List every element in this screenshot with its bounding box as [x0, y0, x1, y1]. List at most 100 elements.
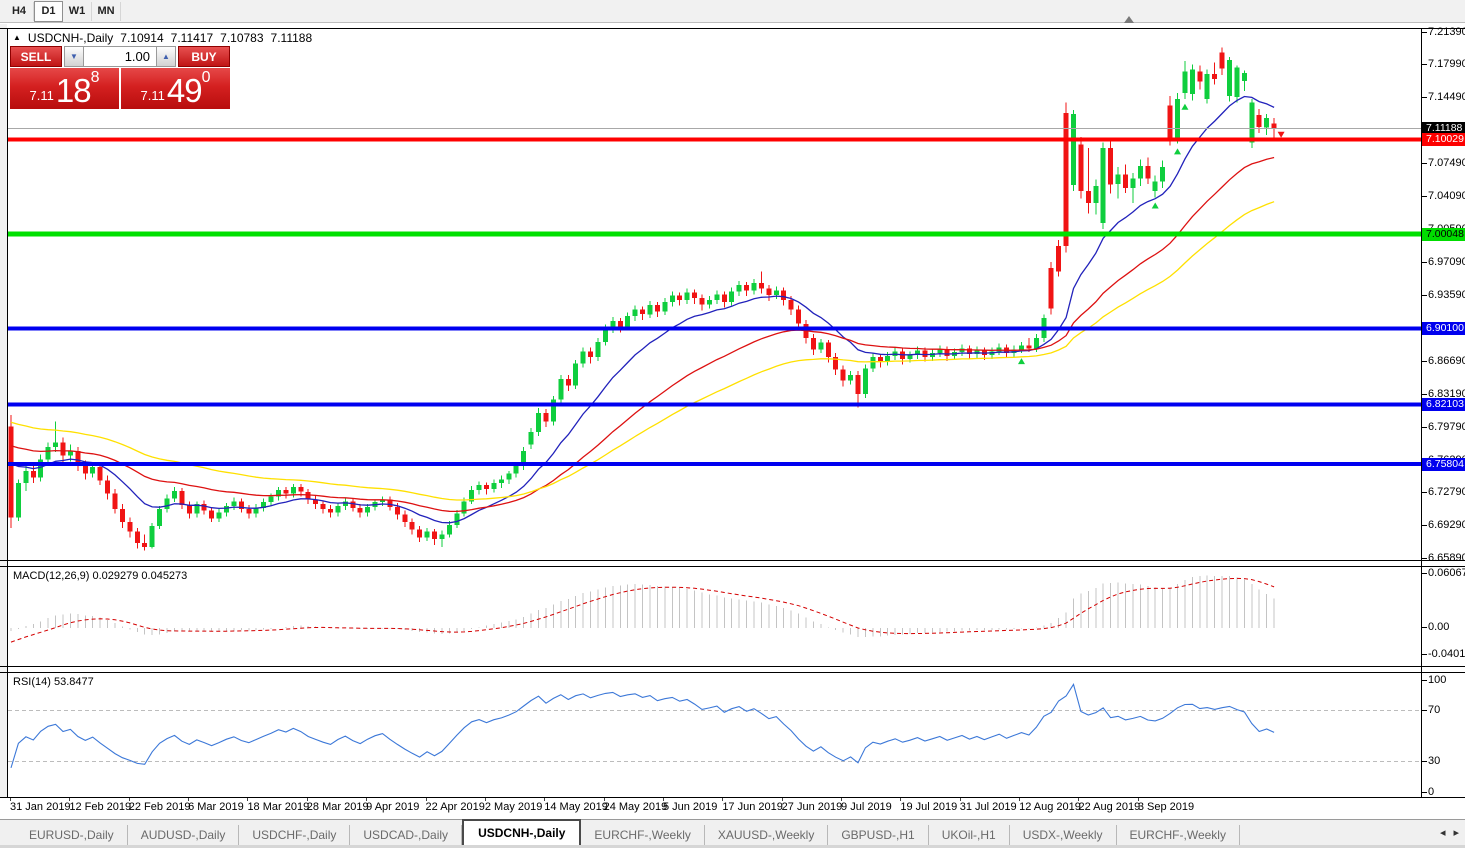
panel-border	[0, 28, 1465, 29]
window-left-frame	[0, 24, 7, 819]
candles-layer[interactable]	[8, 47, 1277, 551]
price-tick-label: 7.14490	[1428, 91, 1465, 103]
moving-average-lines	[10, 95, 1275, 524]
panel-border	[0, 666, 1465, 667]
date-label: 12 Aug 2019	[1019, 801, 1081, 813]
tab-scroll-left-icon[interactable]: ◂	[1439, 827, 1446, 839]
rsi-line	[10, 683, 1275, 769]
buy-price-box[interactable]: 7.11 49 0	[121, 68, 230, 109]
date-tick	[781, 798, 783, 801]
buy-button[interactable]: BUY	[178, 46, 230, 67]
date-label: 22 Aug 2019	[1078, 801, 1141, 813]
price-tick-label: 7.21390	[1428, 26, 1465, 38]
date-tick	[425, 798, 427, 801]
date-axis: 31 Jan 2019 12 Feb 2019 22 Feb 2019 6 Mar 2…	[0, 798, 1465, 819]
chart-tab-bar: EURUSD-,Daily AUDUSD-,Daily USDCHF-,Daily U…	[0, 819, 1465, 845]
horizontal-level-lines[interactable]	[8, 127, 1421, 467]
chart-tab-usdcad-daily[interactable]: USDCAD-,Daily	[350, 825, 463, 845]
macd-tick-label: -0.040152	[1428, 648, 1465, 660]
date-label: 3 Sep 2019	[1137, 801, 1195, 813]
price-tick	[1422, 394, 1427, 395]
price-tick	[1422, 97, 1427, 98]
date-label: 18 Mar 2019	[247, 801, 310, 813]
price-chart-panel[interactable]	[8, 29, 1421, 560]
date-label: 22 Feb 2019	[128, 801, 191, 813]
date-tick	[841, 798, 843, 801]
buy-price-big: 49	[166, 72, 203, 109]
chart-tab-gbpusd-h1[interactable]: GBPUSD-,H1	[828, 825, 929, 845]
volume-decrease-button[interactable]: ▼	[64, 46, 84, 67]
rsi-tick-label: 0	[1428, 786, 1435, 798]
divider	[0, 819, 1465, 820]
date-tick	[128, 798, 130, 801]
price-tick-label: 6.65890	[1428, 552, 1465, 564]
price-tick-label: 7.17990	[1428, 58, 1465, 70]
price-badge-6.82103: 6.82103	[1422, 398, 1465, 411]
chart-tab-usdchf-daily[interactable]: USDCHF-,Daily	[239, 825, 351, 845]
price-tick	[1422, 558, 1427, 559]
chart-tab-eurchf-weekly[interactable]: EURCHF-,Weekly	[1117, 825, 1240, 845]
collapse-triangle-icon[interactable]: ▲	[13, 32, 21, 42]
ohlc-high: 7.11417	[170, 31, 214, 45]
macd-panel[interactable]	[8, 567, 1421, 666]
date-tick	[959, 798, 961, 801]
date-tick	[662, 798, 664, 801]
timeframe-button-w1[interactable]: W1	[63, 1, 92, 21]
date-tick	[188, 798, 190, 801]
chart-tab-usdcnh-daily[interactable]: USDCNH-,Daily	[462, 819, 582, 845]
one-click-trading-widget: SELL ▼ ▲ BUY 7.11 18 8 7.11 49 0	[10, 46, 230, 109]
chart-tab-xauusd-weekly[interactable]: XAUUSD-,Weekly	[705, 825, 829, 845]
chart-tab-audusd-daily[interactable]: AUDUSD-,Daily	[128, 825, 240, 845]
sell-button[interactable]: SELL	[10, 46, 62, 67]
volume-increase-button[interactable]: ▲	[156, 46, 176, 67]
macd-tick	[1422, 627, 1427, 628]
date-label: 31 Jan 2019	[10, 801, 71, 813]
rsi-level-lines	[8, 710, 1421, 762]
date-tick	[900, 798, 902, 801]
timeframe-button-d1[interactable]: D1	[34, 0, 63, 22]
rsi-panel[interactable]	[8, 673, 1421, 797]
price-tick	[1422, 427, 1427, 428]
rsi-label: RSI(14) 53.8477	[13, 676, 94, 688]
price-tick	[1422, 361, 1427, 362]
price-tick	[1422, 163, 1427, 164]
buy-price-prefix: 7.11	[140, 88, 165, 103]
macd-tick-label: 0.00	[1428, 621, 1450, 633]
chart-tab-usdx-weekly[interactable]: USDX-,Weekly	[1010, 825, 1117, 845]
date-label: 31 Jul 2019	[959, 801, 1017, 813]
chart-title: ▲ USDCNH-,Daily 7.10914 7.11417 7.10783 …	[13, 31, 312, 45]
price-tick	[1422, 262, 1427, 263]
price-tick-label: 6.83190	[1428, 388, 1465, 400]
timeframe-button-mn[interactable]: MN	[92, 1, 121, 21]
date-label: 22 Apr 2019	[425, 801, 485, 813]
chart-tab-ukoil-h1[interactable]: UKOil-,H1	[929, 825, 1010, 845]
date-label: 14 May 2019	[544, 801, 608, 813]
date-label: 28 Mar 2019	[306, 801, 369, 813]
axis-border	[1421, 28, 1422, 798]
signal-arrow-markers	[1017, 103, 1285, 365]
chart-tab-eurusd-daily[interactable]: EURUSD-,Daily	[16, 825, 128, 845]
price-badge-7.10029: 7.10029	[1422, 133, 1465, 146]
tab-scroll-right-icon[interactable]: ▸	[1453, 827, 1459, 839]
date-label: 24 May 2019	[603, 801, 668, 813]
date-label: 19 Jul 2019	[900, 801, 958, 813]
ohlc-low: 7.10783	[220, 31, 264, 45]
chart-tab-eurchf-weekly[interactable]: EURCHF-,Weekly	[581, 825, 705, 845]
date-label: 2 May 2019	[484, 801, 543, 813]
chart-shift-triangle-icon[interactable]	[1124, 16, 1134, 23]
sell-price-box[interactable]: 7.11 18 8	[10, 68, 119, 109]
date-tick	[1078, 798, 1080, 801]
macd-tick	[1422, 573, 1427, 574]
price-tick-label: 6.69290	[1428, 519, 1465, 531]
price-tick	[1422, 492, 1427, 493]
macd-tick	[1422, 654, 1427, 655]
rsi-tick-label: 70	[1428, 704, 1441, 716]
rsi-tick-label: 100	[1428, 674, 1447, 686]
date-label: 5 Jun 2019	[662, 801, 718, 813]
timeframe-button-h4[interactable]: H4	[5, 1, 34, 21]
ohlc-open: 7.10914	[120, 31, 164, 45]
volume-input[interactable]	[84, 47, 156, 66]
price-tick-label: 6.93590	[1428, 289, 1465, 301]
price-tick	[1422, 525, 1427, 526]
